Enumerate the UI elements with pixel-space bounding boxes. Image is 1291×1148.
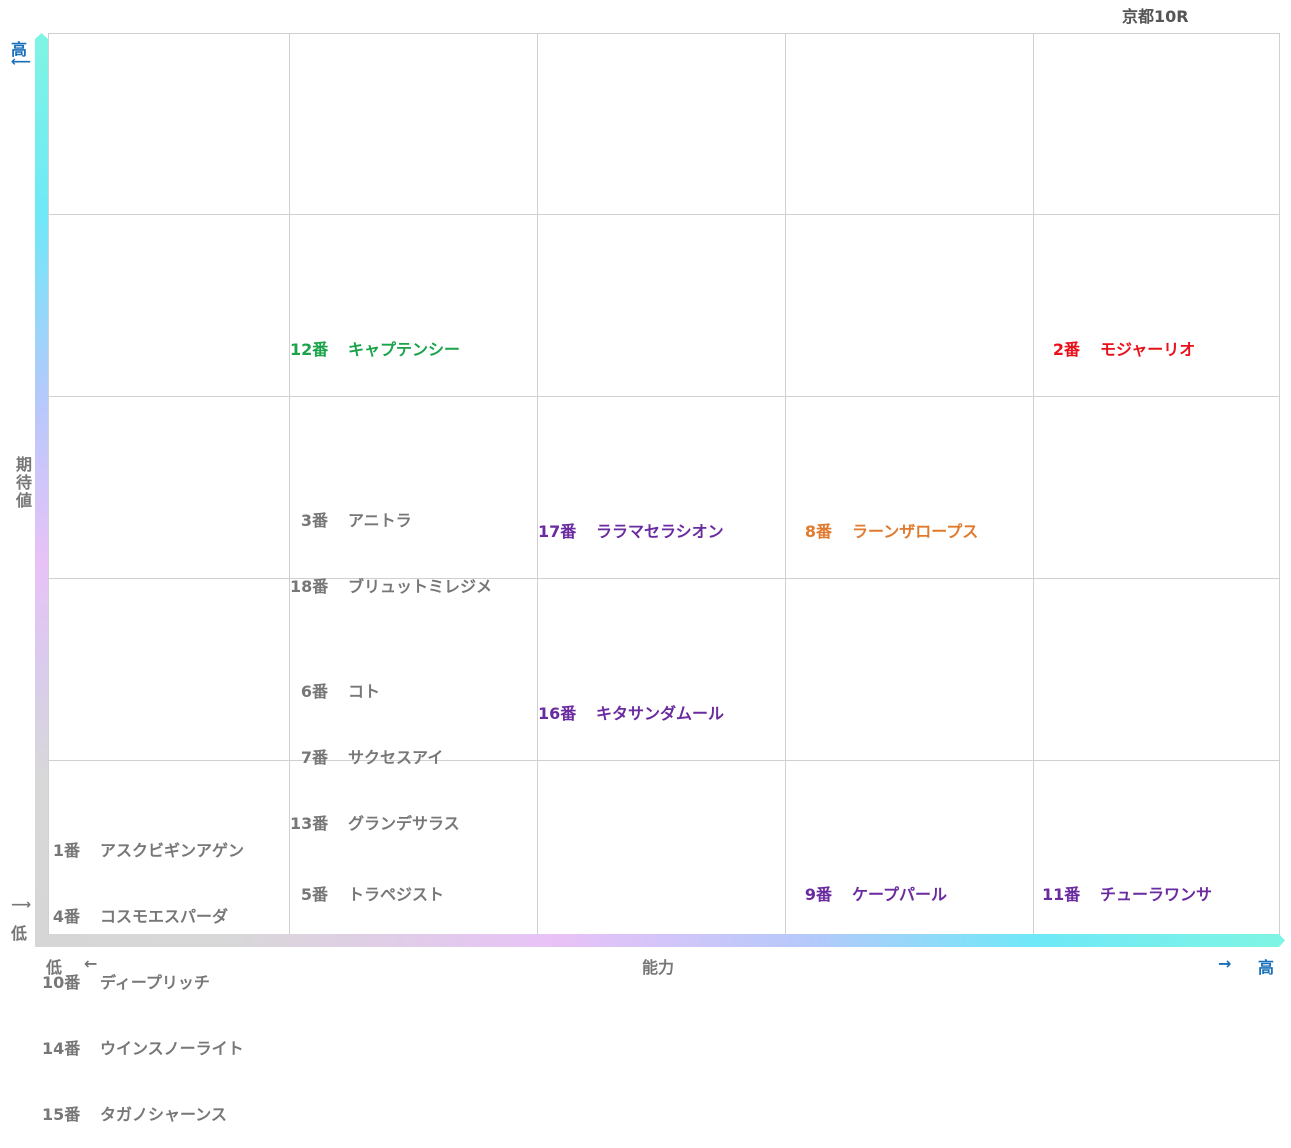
horse-number: 2番 bbox=[1052, 340, 1080, 359]
horse-number: 4番 bbox=[52, 907, 80, 926]
grid-line bbox=[49, 578, 1279, 579]
horse-entry: 17番 ララマセラシオン bbox=[538, 521, 724, 543]
horse-number: 18番 bbox=[290, 577, 329, 596]
grid-line bbox=[785, 34, 786, 939]
up-arrow-icon: ⟵ bbox=[11, 54, 32, 70]
cell-col4-row1: 9番 ケープパール bbox=[794, 840, 947, 928]
cell-col2-row3: 3番 アニトラ 18番 ブリュットミレジメ bbox=[290, 466, 492, 620]
horse-name: アスクビギンアゲン bbox=[100, 841, 245, 860]
cell-col3-row2: 16番 キタサンダムール bbox=[538, 659, 724, 747]
cell-col2-row2: 6番 コト 7番 サクセスアイ 13番 グランデサラス bbox=[290, 637, 460, 857]
horse-name: ブリュットミレジメ bbox=[348, 577, 493, 596]
horse-entry: 12番 キャプテンシー bbox=[290, 339, 460, 361]
horse-name: グランデサラス bbox=[348, 814, 460, 833]
x-axis-label: 能力 bbox=[642, 958, 675, 977]
horse-name: アニトラ bbox=[348, 511, 412, 530]
horse-number: 9番 bbox=[804, 885, 832, 904]
horse-entry: 14番 ウインスノーライト bbox=[42, 1038, 244, 1060]
x-axis-low-label: 低 bbox=[46, 958, 63, 977]
horse-number: 8番 bbox=[804, 522, 832, 541]
horse-entry: 7番 サクセスアイ bbox=[290, 747, 460, 769]
y-axis-label: 期待値 bbox=[11, 456, 32, 516]
grid-line bbox=[49, 760, 1279, 761]
horse-name: コト bbox=[348, 682, 381, 701]
horse-entry: 10番 ディープリッチ bbox=[42, 972, 244, 994]
horse-name: モジャーリオ bbox=[1100, 340, 1196, 359]
horse-entry: 13番 グランデサラス bbox=[290, 813, 460, 835]
left-arrow-icon: ← bbox=[84, 954, 98, 973]
cell-col2-row1: 5番 トラペジスト bbox=[290, 840, 444, 928]
cell-col2-row4: 12番 キャプテンシー bbox=[290, 295, 460, 383]
horse-entry: 8番 ラーンザロープス bbox=[794, 521, 978, 543]
x-axis-high-label: 高 bbox=[1258, 958, 1275, 977]
horse-number: 14番 bbox=[42, 1039, 81, 1058]
cell-col3-row3: 17番 ララマセラシオン bbox=[538, 477, 724, 565]
horse-name: トラペジスト bbox=[348, 885, 445, 904]
horse-entry: 4番 コスモエスパーダ bbox=[42, 906, 244, 928]
horse-entry: 16番 キタサンダムール bbox=[538, 703, 724, 725]
horse-entry: 2番 モジャーリオ bbox=[1042, 339, 1195, 361]
horse-number: 16番 bbox=[538, 704, 577, 723]
cell-col5-row4: 2番 モジャーリオ bbox=[1042, 295, 1195, 383]
horse-name: チューラワンサ bbox=[1100, 885, 1213, 904]
horse-number: 10番 bbox=[42, 973, 81, 992]
horse-name: サクセスアイ bbox=[348, 748, 444, 767]
horse-number: 7番 bbox=[300, 748, 328, 767]
grid-line bbox=[49, 214, 1279, 215]
grid-line bbox=[537, 34, 538, 939]
horse-number: 12番 bbox=[290, 340, 329, 359]
horse-name: ラーンザロープス bbox=[852, 522, 979, 541]
cell-col1-row1: 1番 アスクビギンアゲン 4番 コスモエスパーダ 10番 ディープリッチ 14番 ウイン… bbox=[42, 796, 244, 1148]
horse-name: キタサンダムール bbox=[596, 704, 725, 723]
horse-entry: 11番 チューラワンサ bbox=[1042, 884, 1212, 906]
horse-name: ケープパール bbox=[852, 885, 948, 904]
horse-name: キャプテンシー bbox=[348, 340, 461, 359]
horse-name: タガノシャーンス bbox=[100, 1105, 227, 1124]
horse-number: 6番 bbox=[300, 682, 328, 701]
horse-name: ディープリッチ bbox=[100, 973, 210, 992]
horse-number: 3番 bbox=[300, 511, 328, 530]
horse-entry: 3番 アニトラ bbox=[290, 510, 492, 532]
grid-line bbox=[1033, 34, 1034, 939]
grid-line bbox=[49, 396, 1279, 397]
chart-title: 京都10R bbox=[1122, 7, 1189, 26]
horse-number: 1番 bbox=[52, 841, 80, 860]
x-axis-arrow bbox=[35, 934, 1285, 947]
horse-entry: 6番 コト bbox=[290, 681, 460, 703]
down-arrow-icon: ⟶ bbox=[11, 897, 32, 913]
horse-entry: 15番 タガノシャーンス bbox=[42, 1104, 244, 1126]
horse-number: 17番 bbox=[538, 522, 577, 541]
horse-name: コスモエスパーダ bbox=[100, 907, 229, 926]
horse-name: ララマセラシオン bbox=[596, 522, 724, 541]
horse-number: 15番 bbox=[42, 1105, 81, 1124]
cell-col5-row1: 11番 チューラワンサ bbox=[1042, 840, 1212, 928]
y-axis-high-label: 高 bbox=[11, 40, 28, 59]
horse-number: 11番 bbox=[1042, 885, 1081, 904]
horse-entry: 18番 ブリュットミレジメ bbox=[290, 576, 492, 598]
y-axis-arrow bbox=[35, 33, 48, 945]
horse-name: ウインスノーライト bbox=[100, 1039, 244, 1058]
horse-number: 13番 bbox=[290, 814, 329, 833]
right-arrow-icon: → bbox=[1218, 954, 1232, 973]
y-axis-low-label: 低 bbox=[11, 924, 28, 943]
cell-col4-row3: 8番 ラーンザロープス bbox=[794, 477, 978, 565]
horse-entry: 9番 ケープパール bbox=[794, 884, 947, 906]
horse-entry: 1番 アスクビギンアゲン bbox=[42, 840, 244, 862]
horse-entry: 5番 トラペジスト bbox=[290, 884, 444, 906]
grid-line bbox=[289, 34, 290, 939]
horse-number: 5番 bbox=[300, 885, 328, 904]
y-axis-label-text: 期待値 bbox=[13, 456, 32, 510]
